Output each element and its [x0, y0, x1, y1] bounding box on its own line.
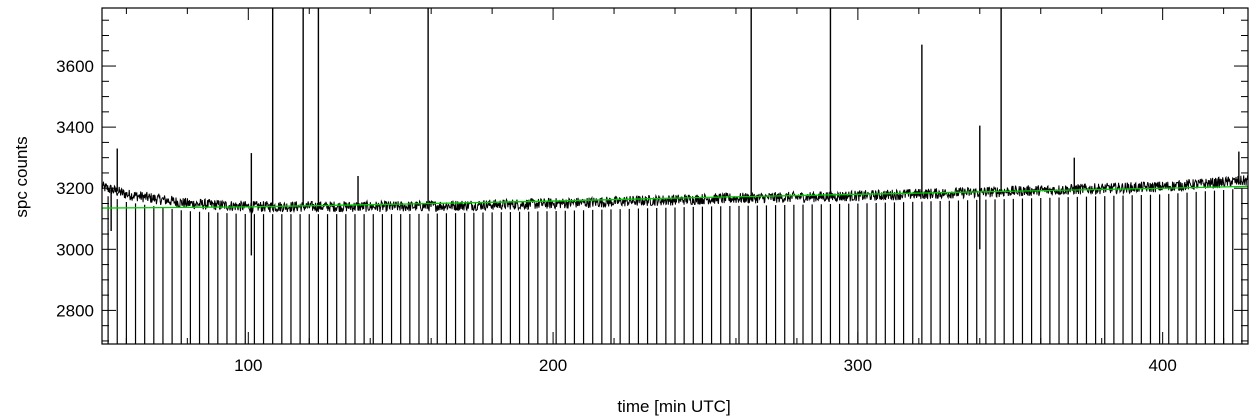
x-tick-label: 100 [234, 356, 262, 375]
axes: 100 200 300 400 2800 3000 3200 3400 3600 [56, 7, 1249, 375]
y-axis-title: spc counts [12, 136, 31, 217]
y-tick-label: 3400 [56, 118, 94, 137]
y-tick-label: 2800 [56, 301, 94, 320]
y-tick-label: 3200 [56, 179, 94, 198]
plot-content [102, 8, 1248, 344]
fit-line [102, 185, 1248, 209]
x-tick-label: 400 [1148, 356, 1176, 375]
plot-area [102, 8, 1248, 344]
x-tick-label: 200 [539, 356, 567, 375]
x-axis-title: time [min UTC] [617, 397, 730, 416]
x-tick-label: 300 [844, 356, 872, 375]
y-tick-label: 3600 [56, 57, 94, 76]
y-tick-label: 3000 [56, 240, 94, 259]
